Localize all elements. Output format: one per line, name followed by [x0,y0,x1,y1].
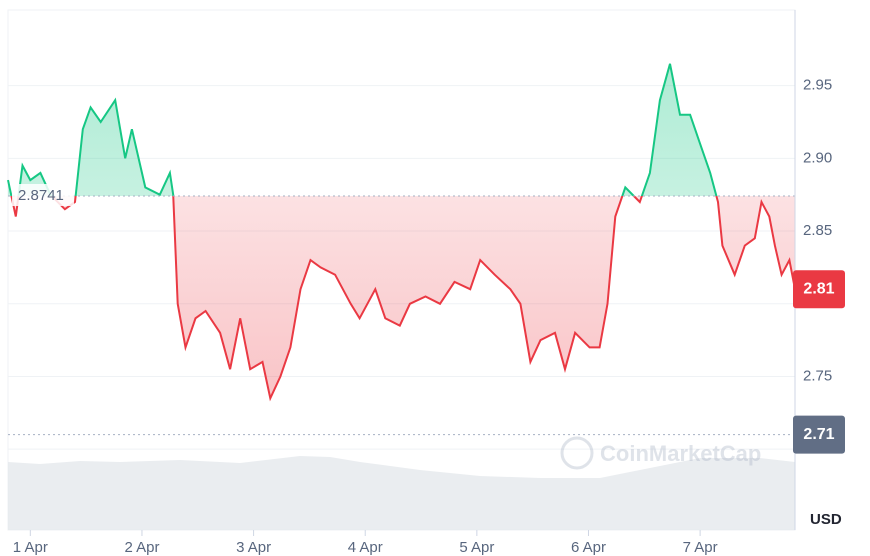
low-badge-label: 2.71 [803,426,834,443]
y-tick-label: 2.75 [803,367,832,384]
price-line-below [10,195,796,402]
x-tick-label: 5 Apr [459,539,494,556]
price-badge-label: 2.81 [803,280,834,297]
baseline-label-bg [12,183,74,206]
x-tick-label: 1 Apr [13,539,48,556]
y-tick-label: 2.95 [803,77,832,94]
x-tick-label: 2 Apr [124,539,159,556]
price-badge [793,270,845,309]
baseline-label: 2.8741 [18,187,64,204]
x-tick-label: 7 Apr [683,539,718,556]
watermark-logo [560,436,594,470]
y-tick-label: 2.90 [803,149,832,166]
volume-area [8,456,795,530]
watermark-text: CoinMarketCap [600,441,761,466]
x-tick-label: 3 Apr [236,539,271,556]
area-above [8,63,795,196]
watermark: CoinMarketCap [560,436,761,470]
currency-label: USD [810,511,842,528]
x-tick-label: 4 Apr [348,539,383,556]
price-line-above [7,63,718,196]
low-badge [793,415,845,454]
y-tick-label: 2.85 [803,222,832,239]
plot: 2.8741 [7,63,796,436]
area-below [11,195,795,399]
x-tick-label: 6 Apr [571,539,606,556]
